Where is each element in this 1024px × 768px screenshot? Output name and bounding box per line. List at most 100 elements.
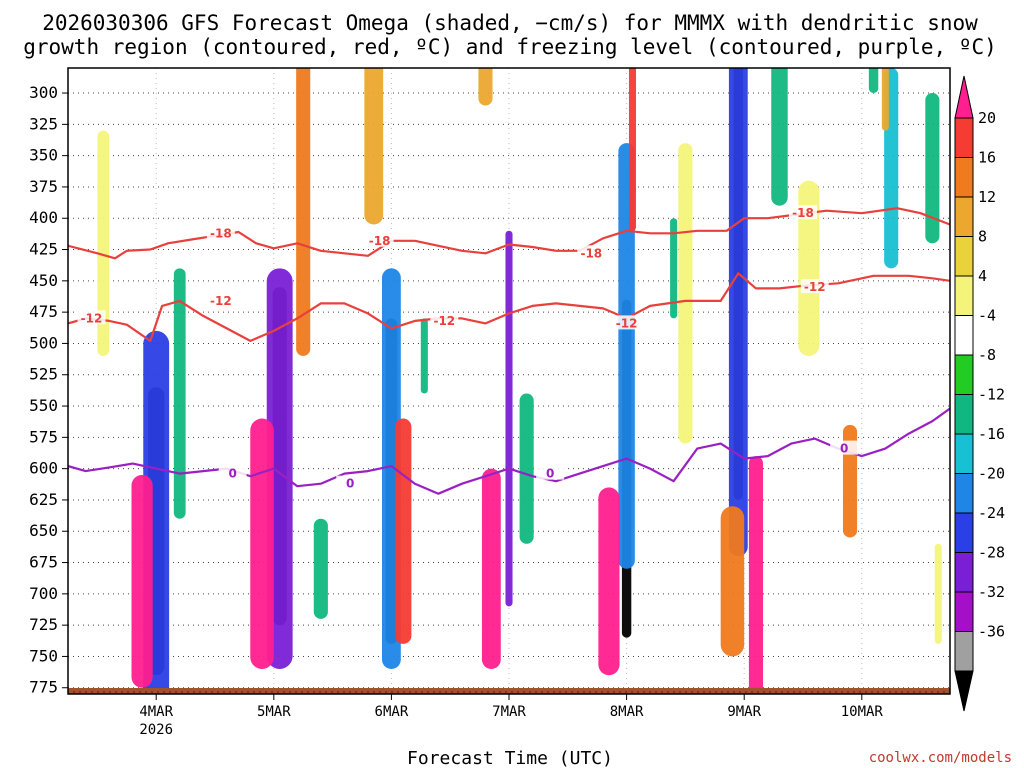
omega-cell bbox=[420, 318, 428, 394]
omega-cell bbox=[678, 143, 693, 444]
contour-label-bg bbox=[365, 232, 394, 247]
colorbar-label: -24 bbox=[978, 504, 1005, 522]
freezing-level-label: 0 bbox=[228, 467, 236, 481]
omega-cell bbox=[481, 468, 501, 669]
terrain-strip bbox=[68, 688, 950, 694]
omega-cell bbox=[364, 68, 384, 225]
dendritic-12-label: -12 bbox=[804, 280, 826, 294]
y-tick-label: 450 bbox=[29, 271, 58, 290]
omega-cell bbox=[313, 518, 328, 619]
freezing-level-label: 0 bbox=[840, 442, 848, 456]
omega-cell bbox=[598, 487, 620, 676]
omega-cell bbox=[798, 180, 820, 356]
y-tick-label: 650 bbox=[29, 521, 58, 540]
x-axis-label: Forecast Time (UTC) bbox=[407, 748, 613, 768]
y-tick-label: 600 bbox=[29, 459, 58, 478]
colorbar-label: 12 bbox=[978, 188, 996, 206]
y-tick-label: 300 bbox=[29, 83, 58, 102]
x-tick-label: 10MAR bbox=[841, 704, 884, 720]
colorbar-label: -20 bbox=[978, 465, 1005, 483]
colorbar-segment bbox=[954, 196, 974, 237]
contour-label-bg bbox=[830, 440, 859, 455]
omega-cell bbox=[934, 543, 942, 644]
contour-lines: -18 -18 -18 -18 -12 -12 -12 -12 -12 0 0 0 0 bbox=[68, 205, 950, 495]
omega-cell bbox=[250, 418, 274, 669]
dendritic-18-line bbox=[68, 207, 950, 260]
y-axis: 300 325 350 375 400 425 450 475 500 525 550 575 600 6… bbox=[29, 83, 68, 697]
dendritic-12-line bbox=[68, 272, 950, 342]
y-tick-label: 625 bbox=[29, 490, 58, 509]
y-tick-label: 500 bbox=[29, 333, 58, 352]
freezing-level-line bbox=[68, 407, 950, 495]
colorbar-segment bbox=[954, 473, 974, 514]
y-tick-label: 575 bbox=[29, 427, 58, 446]
colorbar-segment bbox=[954, 433, 974, 474]
colorbar-label: 4 bbox=[978, 267, 987, 285]
y-tick-label: 425 bbox=[29, 240, 58, 259]
x-tick-label: 7MAR bbox=[492, 704, 526, 720]
omega-cell bbox=[478, 68, 493, 106]
y-tick-label: 750 bbox=[29, 646, 58, 665]
x-tick-label: 9MAR bbox=[727, 704, 761, 720]
omega-cell bbox=[925, 93, 940, 244]
y-tick-label: 400 bbox=[29, 208, 58, 227]
colorbar-label: 16 bbox=[978, 149, 996, 167]
x-tick-sublabel: 2026 bbox=[139, 722, 173, 738]
credit-text: coolwx.com/models bbox=[869, 750, 1012, 766]
colorbar-segment bbox=[954, 354, 974, 395]
contour-label-bg bbox=[800, 279, 829, 294]
omega-cell bbox=[670, 218, 678, 319]
dendritic-18-label: -18 bbox=[580, 246, 602, 260]
colorbar-segment bbox=[954, 552, 974, 593]
colorbar-segment bbox=[954, 157, 974, 198]
dendritic-18-label: -18 bbox=[210, 226, 232, 240]
title-line-2: growth region (contoured, red, ºC) and f… bbox=[23, 35, 997, 59]
dendritic-12-label: -12 bbox=[210, 294, 232, 308]
x-tick-label: 5MAR bbox=[257, 704, 291, 720]
freezing-level-label: 0 bbox=[546, 467, 554, 481]
contour-label-bg bbox=[218, 465, 247, 480]
colorbar-bottom-arrow bbox=[954, 670, 974, 712]
y-tick-label: 325 bbox=[29, 114, 58, 133]
colorbar-label: -16 bbox=[978, 425, 1005, 443]
contour-label-bg bbox=[206, 292, 235, 307]
colorbar-segment bbox=[954, 117, 974, 158]
omega-cell bbox=[505, 230, 513, 607]
omega-cell bbox=[131, 474, 153, 688]
x-tick-label: 6MAR bbox=[375, 704, 409, 720]
contour-label-bg bbox=[77, 310, 106, 325]
y-tick-label: 675 bbox=[29, 553, 58, 572]
chart-title: 2026030306 GFS Forecast Omega (shaded, −… bbox=[23, 11, 997, 59]
colorbar-segment bbox=[954, 236, 974, 277]
y-tick-label: 550 bbox=[29, 396, 58, 415]
colorbar-segment bbox=[954, 275, 974, 316]
colorbar-label: -8 bbox=[978, 346, 996, 364]
omega-cell bbox=[628, 68, 637, 231]
omega-cell bbox=[868, 68, 879, 94]
omega-cell bbox=[748, 456, 764, 694]
x-axis: 4MAR 2026 5MAR 6MAR 7MAR 8MAR 9MAR 10MAR bbox=[139, 694, 883, 738]
x-tick-label: 8MAR bbox=[610, 704, 644, 720]
colorbar: 20 16 12 8 4 -4 -8 -12 -16 -20 -24 -28 -32 -36 bbox=[954, 75, 1005, 712]
colorbar-label: -12 bbox=[978, 386, 1005, 404]
omega-cell bbox=[618, 143, 635, 569]
dendritic-18-label: -18 bbox=[369, 234, 391, 248]
y-tick-label: 350 bbox=[29, 146, 58, 165]
colorbar-label: 20 bbox=[978, 109, 996, 127]
freezing-level-label: 0 bbox=[346, 477, 354, 491]
colorbar-label: -36 bbox=[978, 623, 1005, 641]
contour-label-bg bbox=[206, 225, 235, 240]
omega-cell bbox=[771, 68, 788, 206]
y-tick-label: 525 bbox=[29, 365, 58, 384]
dendritic-12-label: -12 bbox=[433, 314, 455, 328]
y-tick-label: 375 bbox=[29, 177, 58, 196]
colorbar-label: -32 bbox=[978, 583, 1005, 601]
omega-cell bbox=[296, 68, 311, 356]
omega-cell bbox=[519, 393, 534, 544]
dendritic-18-label: -18 bbox=[792, 206, 814, 220]
colorbar-label: -4 bbox=[978, 307, 996, 325]
colorbar-label: -28 bbox=[978, 544, 1005, 562]
omega-cell bbox=[97, 130, 110, 356]
colorbar-top-arrow bbox=[954, 75, 974, 119]
